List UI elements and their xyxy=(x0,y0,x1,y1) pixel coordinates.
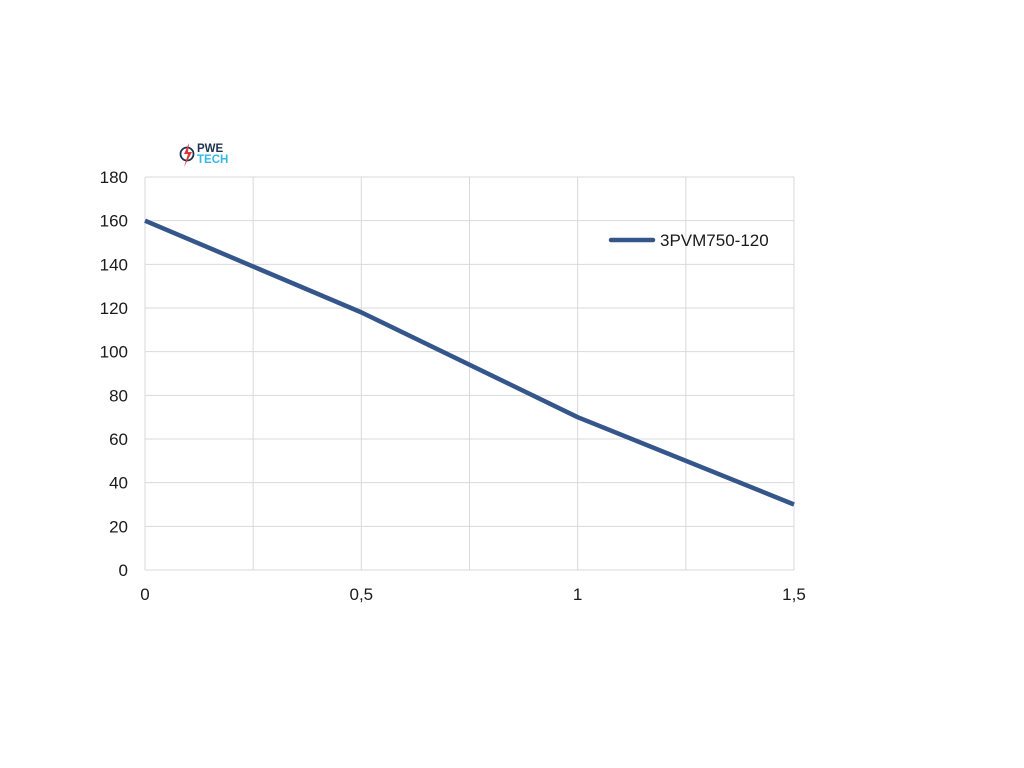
y-tick-label: 100 xyxy=(100,343,128,362)
y-tick-label: 80 xyxy=(109,386,128,405)
legend: 3PVM750-120 xyxy=(608,231,769,250)
series-line xyxy=(144,218,795,507)
y-tick-label: 40 xyxy=(109,474,128,493)
logo-bolt-icon xyxy=(184,143,192,167)
y-tick-label: 180 xyxy=(100,168,128,187)
legend-label: 3PVM750-120 xyxy=(660,231,769,250)
y-tick-label: 140 xyxy=(100,255,128,274)
x-tick-label: 1 xyxy=(573,585,582,604)
y-tick-label: 20 xyxy=(109,517,128,536)
x-tick-label: 0 xyxy=(140,585,149,604)
pwe-tech-logo: PWE TECH xyxy=(179,143,228,167)
series-layer xyxy=(144,218,795,507)
x-tick-label: 1,5 xyxy=(782,585,806,604)
y-tick-label: 0 xyxy=(119,561,128,580)
x-axis-ticks: 0 0,5 1 1,5 xyxy=(140,585,806,604)
y-tick-label: 120 xyxy=(100,299,128,318)
logo-text-pwe: PWE xyxy=(197,143,224,155)
y-axis-ticks: 0 20 40 60 80 100 120 140 160 180 xyxy=(100,168,128,580)
logo-text-tech: TECH xyxy=(197,154,228,166)
y-tick-label: 160 xyxy=(100,212,128,231)
x-tick-label: 0,5 xyxy=(350,585,374,604)
y-tick-label: 60 xyxy=(109,430,128,449)
